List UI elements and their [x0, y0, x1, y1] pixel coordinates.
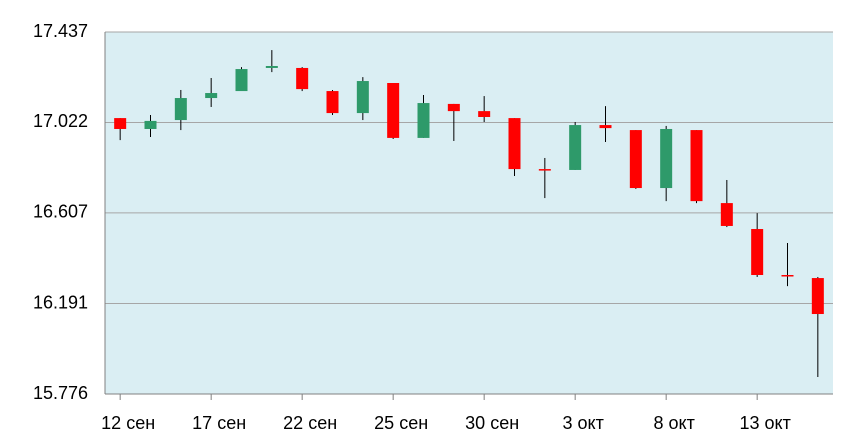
candle-body — [144, 120, 157, 129]
candle-body — [720, 203, 733, 226]
candle-body — [660, 128, 673, 189]
candle-body — [296, 67, 309, 90]
x-tick-label: 13 окт — [739, 413, 790, 433]
y-tick-label: 17.437 — [33, 21, 88, 41]
candle-body — [690, 130, 703, 202]
candle-body — [174, 98, 187, 121]
candle-body — [781, 275, 794, 277]
candle-body — [478, 111, 491, 117]
candle-body — [235, 69, 248, 92]
candle-body — [205, 93, 218, 99]
x-tick-label: 8 окт — [653, 413, 694, 433]
x-tick-label: 25 сен — [374, 413, 428, 433]
candle-body — [599, 125, 612, 129]
candle-body — [114, 118, 127, 129]
y-tick-label: 17.022 — [33, 111, 88, 131]
candle-body — [356, 81, 369, 114]
candle-body — [811, 278, 824, 315]
candle-body — [447, 103, 460, 112]
x-tick-label: 17 сен — [192, 413, 246, 433]
y-tick-label: 15.776 — [33, 383, 88, 403]
y-tick-label: 16.191 — [33, 292, 88, 312]
candle-body — [569, 125, 582, 170]
x-tick-label: 3 окт — [562, 413, 603, 433]
candle-body — [629, 130, 642, 189]
candle-body — [417, 103, 430, 138]
x-tick-label: 30 сен — [465, 413, 519, 433]
candle-body — [751, 229, 764, 276]
candle-body — [387, 82, 400, 138]
y-tick-label: 16.607 — [33, 202, 88, 222]
candle-body — [326, 91, 339, 114]
x-tick-label: 22 сен — [283, 413, 337, 433]
candle-body — [265, 65, 278, 68]
candle-body — [508, 118, 521, 170]
x-tick-label: 12 сен — [101, 413, 155, 433]
candle-body — [538, 169, 551, 171]
